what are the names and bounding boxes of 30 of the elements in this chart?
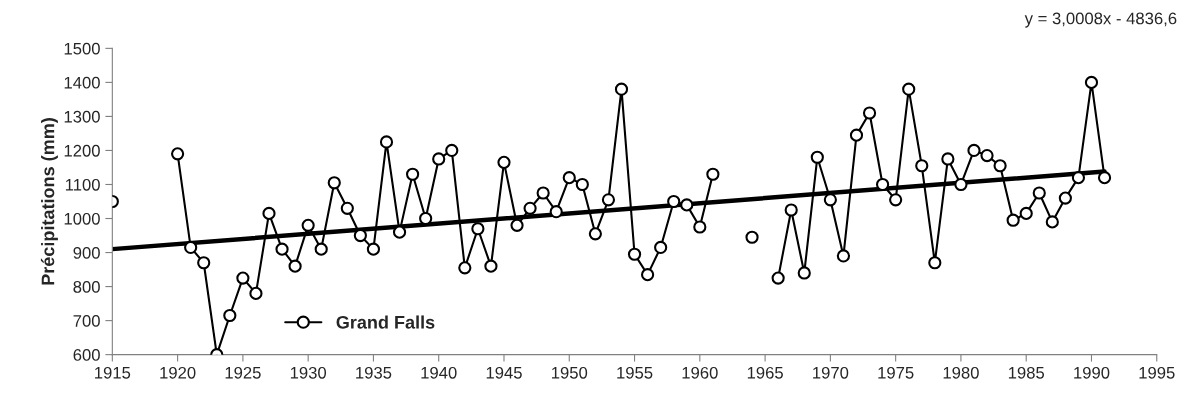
x-tick-label: 1985 (1008, 366, 1045, 379)
x-tick-label: 1995 (1139, 366, 1175, 379)
y-tick-label: 1500 (64, 42, 100, 55)
y-tick-label: 1400 (64, 76, 100, 89)
x-tick-label: 1975 (878, 366, 914, 379)
y-tick-label: 600 (73, 349, 100, 361)
x-tick-label: 1960 (682, 366, 718, 379)
x-tick-label: 1940 (421, 366, 457, 379)
x-tick-label: 1955 (617, 366, 653, 379)
x-tick-label: 1915 (95, 366, 131, 379)
y-axis-title: Précipitations (mm) (40, 118, 58, 285)
x-tick-label: 1965 (747, 366, 783, 379)
y-tick-label: 800 (73, 280, 100, 293)
x-tick-label: 1980 (943, 366, 979, 379)
y-tick-label: 900 (73, 246, 100, 259)
x-tick-label: 1950 (552, 366, 588, 379)
x-tick-label: 1970 (813, 366, 849, 379)
y-tick-label: 1300 (64, 110, 100, 123)
x-tick-label: 1990 (1074, 366, 1110, 379)
y-tick-label: 1100 (65, 178, 100, 191)
y-tick-label: 700 (73, 315, 100, 327)
x-tick-label: 1930 (290, 366, 327, 379)
x-tick-label: 1945 (486, 366, 522, 379)
y-tick-label: 1000 (64, 212, 100, 225)
x-tick-label: 1920 (160, 366, 196, 379)
x-tick-label: 1925 (225, 366, 261, 379)
text: y = 3,0008x - 4836,6 (1024, 12, 1177, 28)
legend-label: Grand Falls (336, 315, 435, 329)
x-tick-label: 1935 (356, 366, 392, 379)
y-tick-label: 1200 (64, 144, 100, 157)
